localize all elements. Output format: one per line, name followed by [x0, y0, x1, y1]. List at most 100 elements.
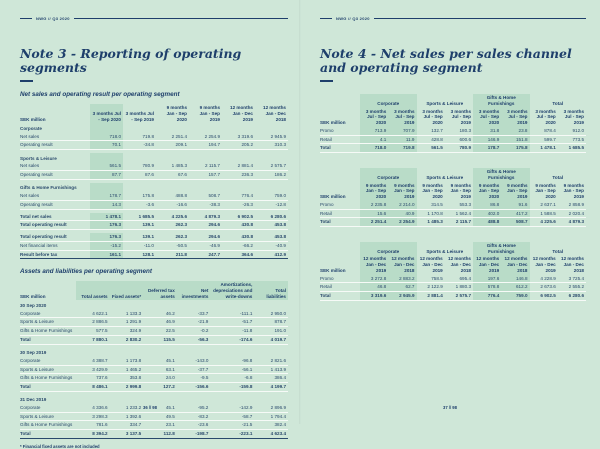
cell: 4 225.6: [529, 217, 558, 227]
cell: 382.4: [254, 420, 288, 431]
cell: 236.3: [222, 170, 255, 180]
cell: 488.8: [473, 217, 502, 227]
group-header: Total: [552, 100, 564, 106]
cell: 364.6: [222, 250, 255, 260]
cell: 294.6: [189, 220, 222, 231]
cell: 211.8: [156, 250, 189, 260]
row-label: Gifts & Home Furnishings: [20, 373, 76, 384]
column-header: 12 months Jan - Dec 2018: [501, 255, 530, 275]
cell: [210, 395, 254, 404]
cell: 139.1: [123, 233, 156, 242]
cell: 453.8: [255, 233, 288, 242]
page-left: NWG // Q3 2020 Note 3 - Reporting of ope…: [0, 0, 300, 449]
table-row: Result before tax 161.1 128.1 211.8 247.7 364…: [20, 250, 288, 260]
cell: 176.3: [90, 233, 123, 242]
column-header: 9 months Jan - Sep 2020: [535, 182, 556, 200]
cell: 2 673.6: [529, 282, 558, 293]
cell: -156.6: [176, 382, 211, 392]
cell: 780.9: [444, 143, 473, 154]
row-label: Total: [20, 429, 76, 439]
cell: -26.3: [222, 200, 255, 210]
assets-liabilities-table: SEK million Total assets Fixed assets* Defe…: [20, 281, 288, 439]
cell: [110, 348, 144, 357]
cell: 178.7: [90, 192, 123, 201]
table-row: Sports & Leisure 3 298.3 1 392.6 49.5 -83.2-…: [20, 412, 288, 422]
column-header: Fixed assets*: [109, 281, 144, 301]
cell: 353.8: [109, 373, 144, 384]
cell: 718.0: [90, 132, 123, 142]
row-label: Corporate: [20, 404, 76, 413]
row-label: Sports & Leisure: [20, 365, 76, 375]
cell: 334.7: [109, 420, 144, 431]
row-label: Promo: [320, 200, 360, 210]
cell: [177, 348, 211, 357]
table-row: 30 Sep 2020: [20, 300, 288, 309]
cell: 46.8: [360, 282, 389, 293]
page-header: NWG // Q3 2020: [20, 15, 288, 21]
cell: 146.9: [473, 135, 502, 145]
net-sales-channel-table: SEK million Corporate Sports & Leisure Gift…: [320, 242, 586, 301]
title-underline: [320, 79, 333, 83]
cell: [90, 153, 123, 163]
cell: 2 830.2: [109, 335, 144, 345]
cell: 31.8: [473, 126, 502, 136]
cell: -12.8: [255, 200, 288, 210]
column-header: 9 months Jan - Sep 2019: [450, 182, 471, 200]
cell: -34.8: [123, 140, 156, 151]
cell: 1 478.1: [90, 212, 123, 222]
cell: [143, 300, 177, 309]
cell: 1 562.4: [444, 209, 473, 219]
cell: 2 115.7: [444, 217, 473, 227]
cell: 508.7: [189, 192, 222, 201]
cell: [123, 183, 156, 192]
page-right: NWG // Q3 2020 Note 4 - Net sales per sa…: [300, 0, 600, 424]
column-header: SEK million: [320, 120, 346, 126]
column-header: Total liabilities: [254, 281, 288, 301]
cell: 205.2: [222, 140, 255, 151]
cell: [254, 300, 288, 309]
title-underline: [20, 79, 33, 83]
cell: 86.8: [473, 200, 502, 210]
cell: 3 298.3: [76, 412, 110, 422]
cell: 46.2: [143, 309, 177, 319]
cell: -83.2: [176, 412, 211, 422]
cell: 2 575.7: [255, 162, 288, 172]
row-label: Total net sales: [20, 212, 90, 222]
column-header: 3 months Jul - Sep 2019: [125, 110, 154, 122]
cell: 2 821.6: [254, 356, 288, 366]
cell: 612.2: [501, 282, 530, 293]
column-header: 9 months Jan - Sep 2020: [166, 105, 187, 122]
cell: 22.5: [143, 326, 177, 336]
cell: [90, 182, 123, 193]
cell: 157.7: [189, 170, 222, 180]
row-label: 30 Sep 2019: [20, 350, 47, 356]
cell: 737.6: [76, 373, 110, 384]
row-label: Operating result: [20, 200, 90, 210]
cell: 1 685.5: [557, 143, 586, 154]
cell: 780.9: [123, 162, 156, 172]
cell: -23.6: [176, 420, 211, 431]
cell: 2 555.2: [557, 282, 586, 293]
cell: 4 019.7: [254, 335, 288, 345]
cell: 2 235.8: [360, 200, 389, 210]
cell: 2 886.5: [76, 317, 110, 328]
period-header-row: 12 months Jan - Dec 2019 12 months Jan - …: [320, 255, 586, 275]
column-header-row: SEK million 3 months Jul - Sep 2020 3 mont…: [20, 104, 288, 124]
cell: 1 880.3: [444, 282, 473, 293]
table-row: Gifts & Home Furnishings 737.6 353.8 24.0 -9…: [20, 373, 288, 384]
cell: -96.8: [210, 356, 255, 366]
cell: [189, 123, 222, 132]
cell: -11.0: [123, 241, 156, 251]
column-header: 3 months Jul - Sep 2019: [563, 108, 584, 126]
cell: 23.1: [143, 420, 177, 431]
cell: 759.0: [501, 291, 530, 301]
cell: -58.7: [210, 412, 255, 422]
cell: 759.0: [255, 192, 288, 201]
header-dash: [320, 17, 332, 19]
cell: -56.3: [176, 335, 211, 345]
cell: 2 115.7: [189, 162, 222, 172]
cell: [90, 123, 123, 133]
period-header-row: 3 months Jul - Sep 2020 3 months Jul - Se…: [320, 107, 586, 127]
cell: 599.7: [529, 135, 558, 145]
cell: 324.9: [109, 326, 144, 336]
